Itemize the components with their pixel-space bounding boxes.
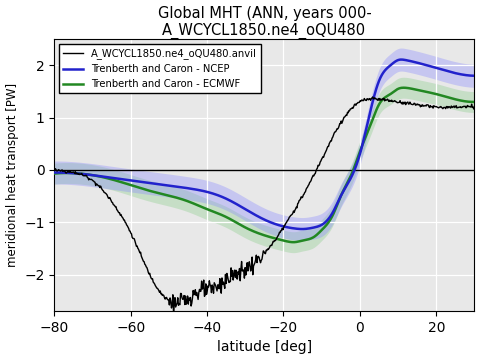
Trenberth and Caron - ECMWF (300, 238, 305, 243)
Trenberth and Caron - NCEP (333, 205, 338, 209)
Legend: A_WCYCL1850.ne4_oQU480.anvil, Trenberth and Caron - NCEP, Trenberth and Caron - : A_WCYCL1850.ne4_oQU480.anvil, Trenberth … (60, 44, 261, 93)
Trenberth and Caron - ECMWF (401, 86, 407, 90)
Line: A_WCYCL1850.ne4_oQU480.anvil: A_WCYCL1850.ne4_oQU480.anvil (54, 97, 474, 314)
Trenberth and Caron - NCEP (126, 178, 132, 182)
X-axis label: latitude [deg]: latitude [deg] (217, 341, 312, 355)
Trenberth and Caron - NCEP (241, 207, 247, 211)
Trenberth and Caron - NCEP (471, 73, 477, 78)
Trenberth and Caron - ECMWF (126, 182, 132, 186)
A_WCYCL1850.ne4_oQU480.anvil (242, 265, 248, 270)
Trenberth and Caron - ECMWF (51, 171, 57, 176)
Line: Trenberth and Caron - NCEP: Trenberth and Caron - NCEP (54, 59, 474, 229)
A_WCYCL1850.ne4_oQU480.anvil (333, 130, 338, 134)
Title: Global MHT (ANN, years 000-
A_WCYCL1850.ne4_oQU480: Global MHT (ANN, years 000- A_WCYCL1850.… (157, 5, 371, 39)
A_WCYCL1850.ne4_oQU480.anvil (171, 311, 177, 316)
A_WCYCL1850.ne4_oQU480.anvil (300, 195, 305, 199)
Trenberth and Caron - NCEP (398, 57, 404, 62)
A_WCYCL1850.ne4_oQU480.anvil (159, 293, 165, 298)
Trenberth and Caron - ECMWF (241, 225, 247, 229)
A_WCYCL1850.ne4_oQU480.anvil (370, 95, 376, 99)
Y-axis label: meridional heat transport [PW]: meridional heat transport [PW] (6, 83, 19, 267)
Trenberth and Caron - NCEP (159, 183, 165, 187)
Trenberth and Caron - ECMWF (471, 100, 477, 104)
Trenberth and Caron - ECMWF (333, 207, 338, 211)
Trenberth and Caron - NCEP (369, 105, 374, 109)
Trenberth and Caron - ECMWF (290, 240, 296, 244)
A_WCYCL1850.ne4_oQU480.anvil (369, 96, 374, 101)
Trenberth and Caron - NCEP (300, 227, 305, 231)
Trenberth and Caron - ECMWF (369, 121, 374, 125)
A_WCYCL1850.ne4_oQU480.anvil (471, 104, 477, 108)
Line: Trenberth and Caron - ECMWF: Trenberth and Caron - ECMWF (54, 88, 474, 242)
Trenberth and Caron - NCEP (299, 227, 305, 231)
A_WCYCL1850.ne4_oQU480.anvil (126, 226, 132, 231)
Trenberth and Caron - NCEP (51, 170, 57, 175)
Trenberth and Caron - ECMWF (159, 192, 165, 196)
A_WCYCL1850.ne4_oQU480.anvil (51, 168, 57, 172)
